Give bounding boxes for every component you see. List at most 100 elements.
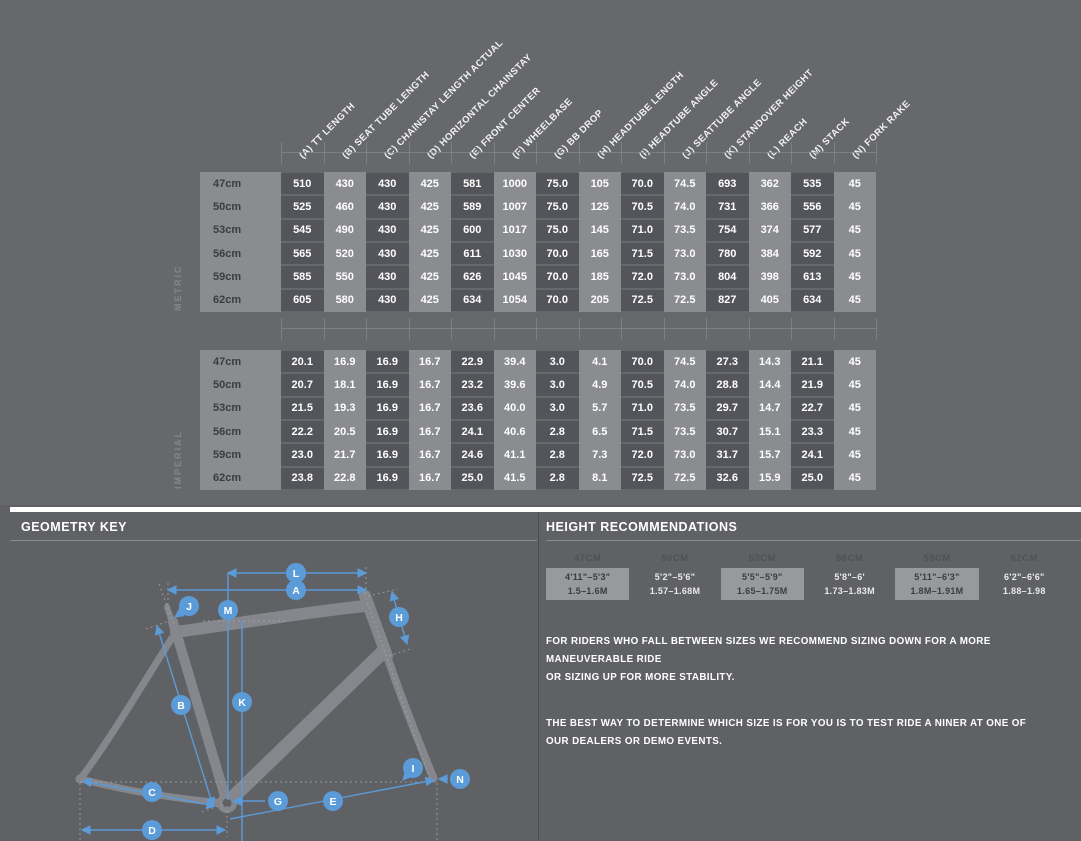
geometry-column: 425 425 425 425 425 425 [408, 172, 451, 312]
geometry-column: 16.9 18.1 19.3 20.5 21.7 22.8 [323, 350, 366, 490]
height-range-box: 5'8"–6' 1.73–1.83M [808, 568, 891, 600]
ruler-tick [366, 142, 367, 164]
geometry-cell: 780 [706, 241, 749, 266]
geometry-cell: 14.4 [759, 378, 781, 391]
svg-text:K: K [238, 697, 246, 709]
geometry-cell: 40.6 [504, 425, 526, 438]
geometry-cell: 32.6 [706, 466, 749, 490]
geometry-cell: 71.5 [621, 241, 664, 266]
geometry-cell: 16.9 [366, 466, 409, 490]
size-label: 59cm [213, 270, 242, 283]
geometry-cell: 535 [791, 172, 834, 196]
geometry-column: 4.1 4.9 5.7 6.5 7.3 8.1 [578, 350, 621, 490]
ruler-top [281, 142, 877, 164]
geometry-cell: 74.0 [674, 378, 696, 391]
geometry-cell: 28.8 [706, 373, 749, 397]
marker-G: G [268, 791, 288, 811]
geometry-cell: 1030 [502, 247, 527, 260]
height-range-box: 5'5"–5'9" 1.65–1.75M [720, 568, 804, 600]
geometry-column: 510 525 545 565 585 605 [281, 172, 324, 312]
ruler-tick [493, 318, 495, 340]
geometry-cell: 827 [706, 288, 749, 312]
geometry-cell: 45 [848, 402, 861, 415]
marker-L: L [286, 563, 306, 583]
geometry-cell: 25.0 [791, 466, 834, 490]
ruler-tick [791, 142, 792, 164]
geometry-cell: 22.9 [451, 350, 494, 374]
geometry-cell: 71.0 [621, 218, 664, 242]
size-label: 53cm [213, 224, 242, 237]
svg-text:J: J [186, 601, 192, 613]
ruler-tick [706, 318, 707, 340]
geometry-cell: 430 [366, 195, 409, 219]
height-recommendations-title: HEIGHT RECOMMENDATIONS [546, 520, 738, 534]
geometry-cell: 15.9 [759, 472, 781, 485]
geometry-cell: 45 [848, 425, 861, 438]
ruler-tick [366, 318, 367, 340]
geometry-cell: 21.1 [791, 350, 834, 374]
geometry-cell: 2.8 [536, 466, 579, 490]
geometry-cell: 45 [848, 270, 861, 283]
geometry-cell: 73.0 [674, 448, 696, 461]
height-range-meters: 1.57–1.68M [649, 586, 701, 596]
geometry-cell: 45 [848, 247, 861, 260]
geometry-cell: 754 [706, 218, 749, 242]
geometry-cell: 2.8 [536, 443, 579, 467]
geometry-cell: 16.9 [366, 373, 409, 397]
geometry-cell: 16.9 [334, 355, 356, 368]
height-range-feet: 4'11"–5'3" [564, 572, 611, 582]
marker-B: B [171, 695, 191, 715]
geometry-cell: 525 [281, 195, 324, 219]
geometry-cell: 70.0 [621, 172, 664, 196]
geometry-column: 105 125 145 165 185 205 [578, 172, 621, 312]
geometry-column: 70.0 70.5 71.0 71.5 72.0 72.5 [621, 350, 664, 490]
ruler-tick [833, 318, 835, 340]
geometry-cell: 16.9 [366, 443, 409, 467]
geometry-cell: 39.6 [504, 378, 526, 391]
geometry-cell: 29.7 [706, 396, 749, 420]
geometry-cell: 74.5 [674, 177, 696, 190]
geometry-cell: 384 [760, 247, 779, 260]
marker-J: J [179, 596, 199, 616]
height-range-feet: 5'8"–6' [834, 572, 865, 582]
geometry-cell: 425 [420, 200, 439, 213]
ruler-tick [876, 318, 877, 340]
geometry-cell: 21.5 [281, 396, 324, 420]
marker-E: E [323, 791, 343, 811]
height-size-label: 53CM [748, 552, 776, 564]
geometry-cell: 45 [848, 200, 861, 213]
geometry-cell: 45 [848, 177, 861, 190]
geometry-cell: 25.0 [451, 466, 494, 490]
geometry-cell: 22.7 [791, 396, 834, 420]
ruler-tick [876, 142, 877, 164]
geometry-cell: 41.1 [504, 448, 526, 461]
geometry-cell: 45 [848, 294, 861, 307]
geometry-column: 14.3 14.4 14.7 15.1 15.7 15.9 [748, 350, 791, 490]
geometry-cell: 374 [760, 224, 779, 237]
geometry-column: 70.0 70.5 71.0 71.5 72.0 72.5 [621, 172, 664, 312]
height-size-label: 56CM [835, 552, 864, 564]
ruler-tick [791, 318, 792, 340]
ruler-tick [748, 142, 750, 164]
height-recommendations-table: 47CM 4'11"–5'3" 1.5–1.6M 50CM 5'2"–5'6" 1.57–… [546, 550, 1066, 600]
geometry-cell: 73.5 [674, 224, 696, 237]
geometry-column: 27.3 28.8 29.7 30.7 31.7 32.6 [706, 350, 749, 490]
geometry-column: 75.0 75.0 75.0 70.0 70.0 70.0 [536, 172, 579, 312]
height-size-label: 47CM [573, 552, 602, 564]
geometry-cell: 70.0 [621, 350, 664, 374]
geometry-cell: 16.7 [419, 425, 441, 438]
ruler-tick [578, 318, 580, 340]
svg-text:I: I [412, 763, 415, 775]
height-recommendations-separator [546, 540, 1081, 541]
geometry-cell: 550 [335, 270, 354, 283]
geometry-cell: 16.7 [419, 472, 441, 485]
svg-text:A: A [292, 585, 300, 597]
svg-text:B: B [177, 700, 185, 712]
ruler-tick [323, 142, 325, 164]
geometry-cell: 430 [366, 288, 409, 312]
geometry-cell: 70.5 [621, 195, 664, 219]
geometry-cell: 3.0 [536, 350, 579, 374]
geometry-cell: 581 [451, 172, 494, 196]
geometry-cell: 22.2 [281, 419, 324, 444]
